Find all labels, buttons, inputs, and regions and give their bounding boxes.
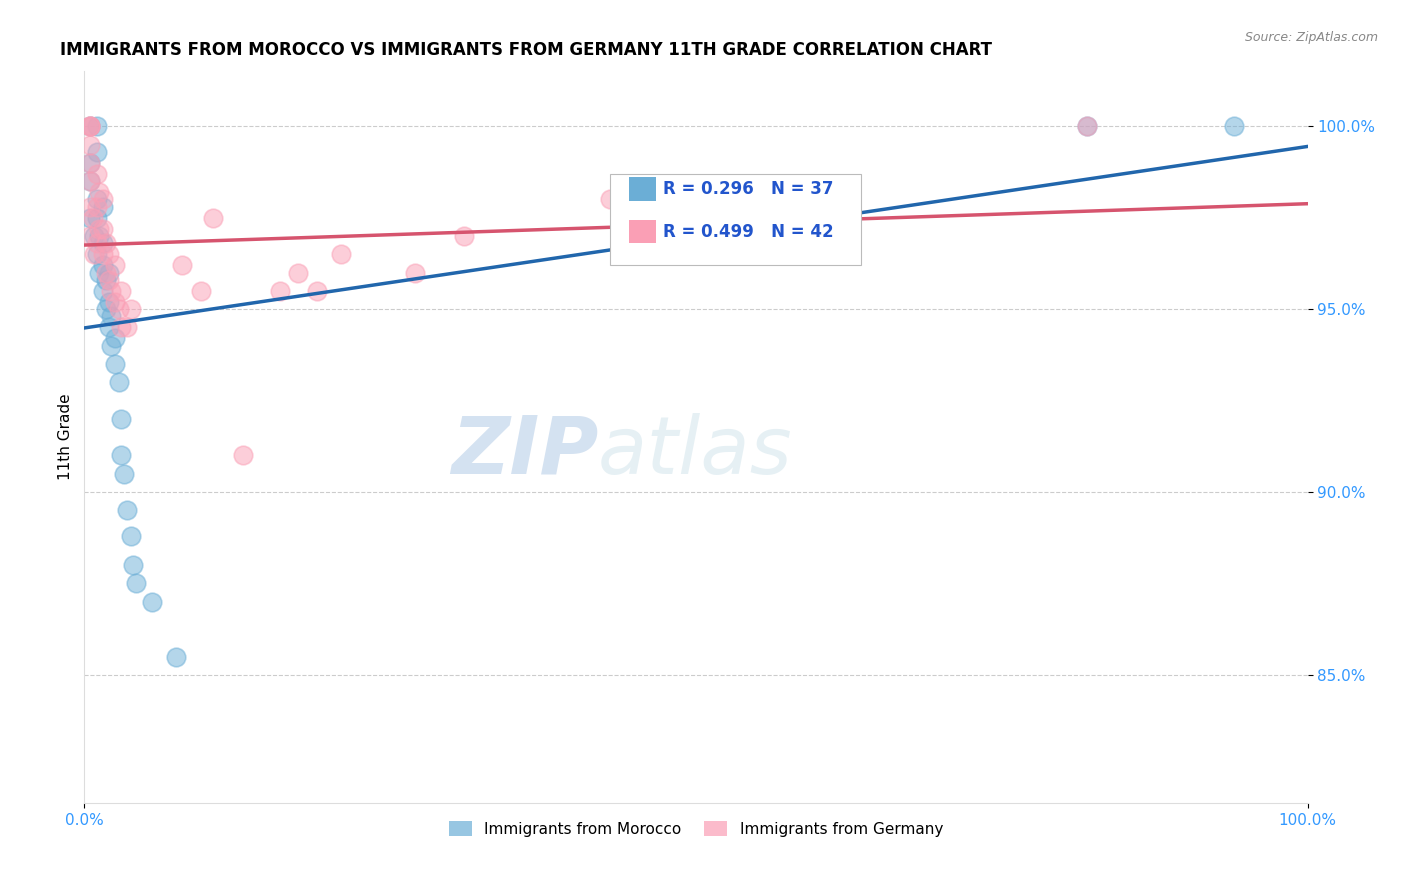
Point <box>115 503 138 517</box>
Point <box>107 375 129 389</box>
Point <box>79 119 101 133</box>
Point <box>96 273 118 287</box>
Point <box>1223 119 1246 133</box>
Point <box>141 594 163 608</box>
Point <box>104 258 127 272</box>
Point <box>172 258 194 272</box>
Point <box>122 558 145 573</box>
Point <box>83 247 105 261</box>
Point <box>125 576 148 591</box>
Point <box>91 284 114 298</box>
Point <box>79 155 101 169</box>
Point <box>305 284 328 298</box>
Point <box>79 200 101 214</box>
Point <box>1076 119 1098 133</box>
Point <box>79 228 101 243</box>
Point <box>86 236 108 251</box>
Point <box>91 236 114 251</box>
Point <box>87 265 110 279</box>
Point <box>97 294 120 309</box>
Point <box>91 221 114 235</box>
Point <box>110 284 132 298</box>
Point <box>100 310 122 324</box>
Point <box>115 320 138 334</box>
Point <box>110 411 132 425</box>
Point <box>201 211 224 225</box>
Point <box>104 294 127 309</box>
Point <box>86 247 108 261</box>
Point <box>269 284 291 298</box>
Point <box>97 273 120 287</box>
Point <box>330 247 353 261</box>
Point <box>453 228 475 243</box>
Point <box>91 193 114 207</box>
Point <box>86 200 108 214</box>
Point <box>91 200 114 214</box>
Point <box>104 331 127 345</box>
Point <box>91 258 114 272</box>
Point <box>87 228 110 243</box>
Point <box>120 529 142 543</box>
Point <box>79 155 101 169</box>
Bar <box>628 178 655 201</box>
Point <box>97 247 120 261</box>
Point <box>120 301 142 317</box>
Point <box>190 284 212 298</box>
Point <box>79 119 101 133</box>
Point <box>82 211 104 225</box>
Point <box>79 174 101 188</box>
Point <box>87 221 110 235</box>
Point <box>287 265 309 279</box>
Text: R = 0.499   N = 42: R = 0.499 N = 42 <box>664 222 834 241</box>
Bar <box>628 219 655 244</box>
Point <box>83 228 105 243</box>
Point <box>232 448 254 462</box>
Point <box>79 137 101 152</box>
Point <box>1076 119 1098 133</box>
Point <box>79 174 101 188</box>
Text: R = 0.296   N = 37: R = 0.296 N = 37 <box>664 180 834 198</box>
Point <box>87 185 110 199</box>
Legend: Immigrants from Morocco, Immigrants from Germany: Immigrants from Morocco, Immigrants from… <box>443 814 949 843</box>
Point <box>96 236 118 251</box>
Point <box>86 193 108 207</box>
Point <box>86 211 108 225</box>
Point <box>86 167 108 181</box>
Point <box>110 320 132 334</box>
Point <box>104 357 127 371</box>
Point <box>96 265 118 279</box>
Point <box>110 448 132 462</box>
Point <box>97 320 120 334</box>
Point <box>79 119 101 133</box>
Point <box>86 119 108 133</box>
Point <box>100 284 122 298</box>
Point <box>86 145 108 159</box>
Y-axis label: 11th Grade: 11th Grade <box>58 393 73 481</box>
Point <box>165 649 187 664</box>
Point <box>404 265 426 279</box>
Point <box>100 339 122 353</box>
Point <box>91 247 114 261</box>
Text: Source: ZipAtlas.com: Source: ZipAtlas.com <box>1244 31 1378 45</box>
Point <box>97 265 120 279</box>
Text: IMMIGRANTS FROM MOROCCO VS IMMIGRANTS FROM GERMANY 11TH GRADE CORRELATION CHART: IMMIGRANTS FROM MOROCCO VS IMMIGRANTS FR… <box>60 41 991 59</box>
Point <box>79 211 101 225</box>
Point <box>599 193 621 207</box>
Text: ZIP: ZIP <box>451 413 598 491</box>
Point <box>112 467 135 481</box>
Text: atlas: atlas <box>598 413 793 491</box>
Point <box>96 301 118 317</box>
FancyBboxPatch shape <box>610 174 860 265</box>
Point <box>79 119 101 133</box>
Point <box>107 301 129 317</box>
